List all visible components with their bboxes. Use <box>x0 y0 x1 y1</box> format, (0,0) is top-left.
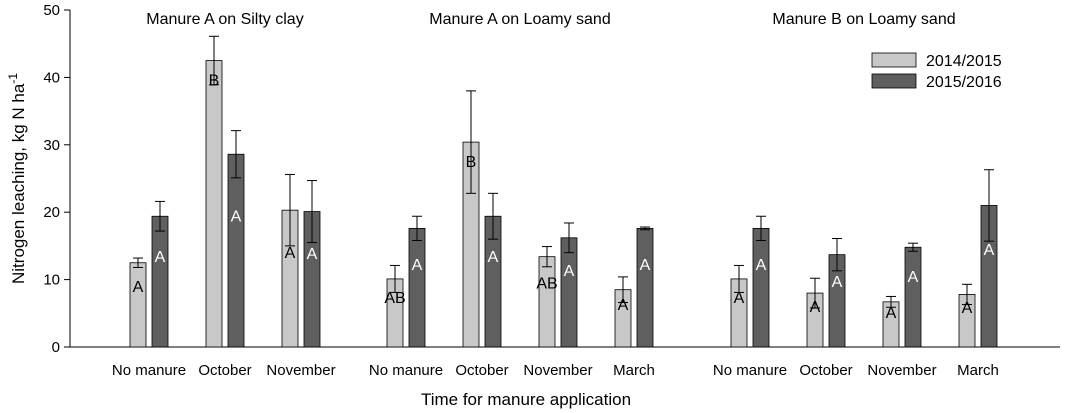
x-tick-label: March <box>613 362 655 379</box>
bar <box>904 246 922 348</box>
significance-letter: AB <box>536 275 557 292</box>
significance-letter: A <box>231 209 242 226</box>
significance-letter: AB <box>384 290 405 307</box>
legend-swatch <box>871 52 917 68</box>
bar <box>408 227 426 348</box>
significance-letter: A <box>618 297 629 314</box>
y-tick-label: 20 <box>43 204 60 221</box>
bar <box>227 153 245 348</box>
significance-letter: A <box>734 290 745 307</box>
x-tick-label: November <box>266 362 335 379</box>
y-tick-label: 50 <box>43 2 60 19</box>
y-tick-label: 30 <box>43 137 60 154</box>
legend-label: 2015/2016 <box>926 74 1002 91</box>
legend-swatch <box>871 73 917 89</box>
significance-letter: A <box>962 300 973 317</box>
y-tick-label: 40 <box>43 69 60 86</box>
x-tick-label: March <box>957 362 999 379</box>
bar <box>151 215 169 348</box>
x-tick-label: November <box>523 362 592 379</box>
significance-letter: A <box>908 269 919 286</box>
significance-letter: A <box>886 305 897 322</box>
significance-letter: A <box>133 279 144 296</box>
x-tick-label: No manure <box>713 362 787 379</box>
y-axis-title: Nitrogen leaching, kg N ha-1 <box>6 73 28 284</box>
significance-letter: A <box>412 257 423 274</box>
significance-letter: B <box>209 73 220 90</box>
group-title: Manure B on Loamy sand <box>772 11 955 28</box>
significance-letter: B <box>466 154 477 171</box>
group-title: Manure A on Silty clay <box>146 11 303 28</box>
bar <box>636 227 654 348</box>
group-titles: Manure A on Silty clay Manure A on Loamy … <box>146 11 955 28</box>
significance-letter: A <box>488 249 499 266</box>
x-tick-label: November <box>867 362 936 379</box>
significance-letter: A <box>307 246 318 263</box>
legend: 2014/2015 2015/2016 <box>871 52 1002 91</box>
legend-label: 2014/2015 <box>926 53 1002 70</box>
bar <box>205 60 223 348</box>
significance-letter: A <box>832 274 843 291</box>
x-tick-label: October <box>455 362 508 379</box>
bars <box>129 60 998 348</box>
y-tick-label: 0 <box>52 339 60 356</box>
bar <box>752 227 770 348</box>
group-title: Manure A on Loamy sand <box>429 11 610 28</box>
x-tick-label: October <box>198 362 251 379</box>
significance-letter: A <box>640 257 651 274</box>
significance-letter: A <box>285 245 296 262</box>
x-axis-title: Time for manure application <box>421 390 631 409</box>
significance-letter: A <box>810 299 821 316</box>
x-tick-label: No manure <box>369 362 443 379</box>
x-tick-label: No manure <box>112 362 186 379</box>
y-tick-label: 10 <box>43 272 60 289</box>
x-tick-label: October <box>799 362 852 379</box>
x-tick-labels: No manure October November No manure October… <box>112 362 999 379</box>
significance-letter: A <box>756 257 767 274</box>
significance-letter: A <box>984 242 995 259</box>
error-bars <box>133 35 994 309</box>
bar <box>560 237 578 348</box>
bar <box>129 262 147 348</box>
significance-letter: A <box>564 263 575 280</box>
significance-letter: A <box>155 249 166 266</box>
bar <box>538 256 556 348</box>
